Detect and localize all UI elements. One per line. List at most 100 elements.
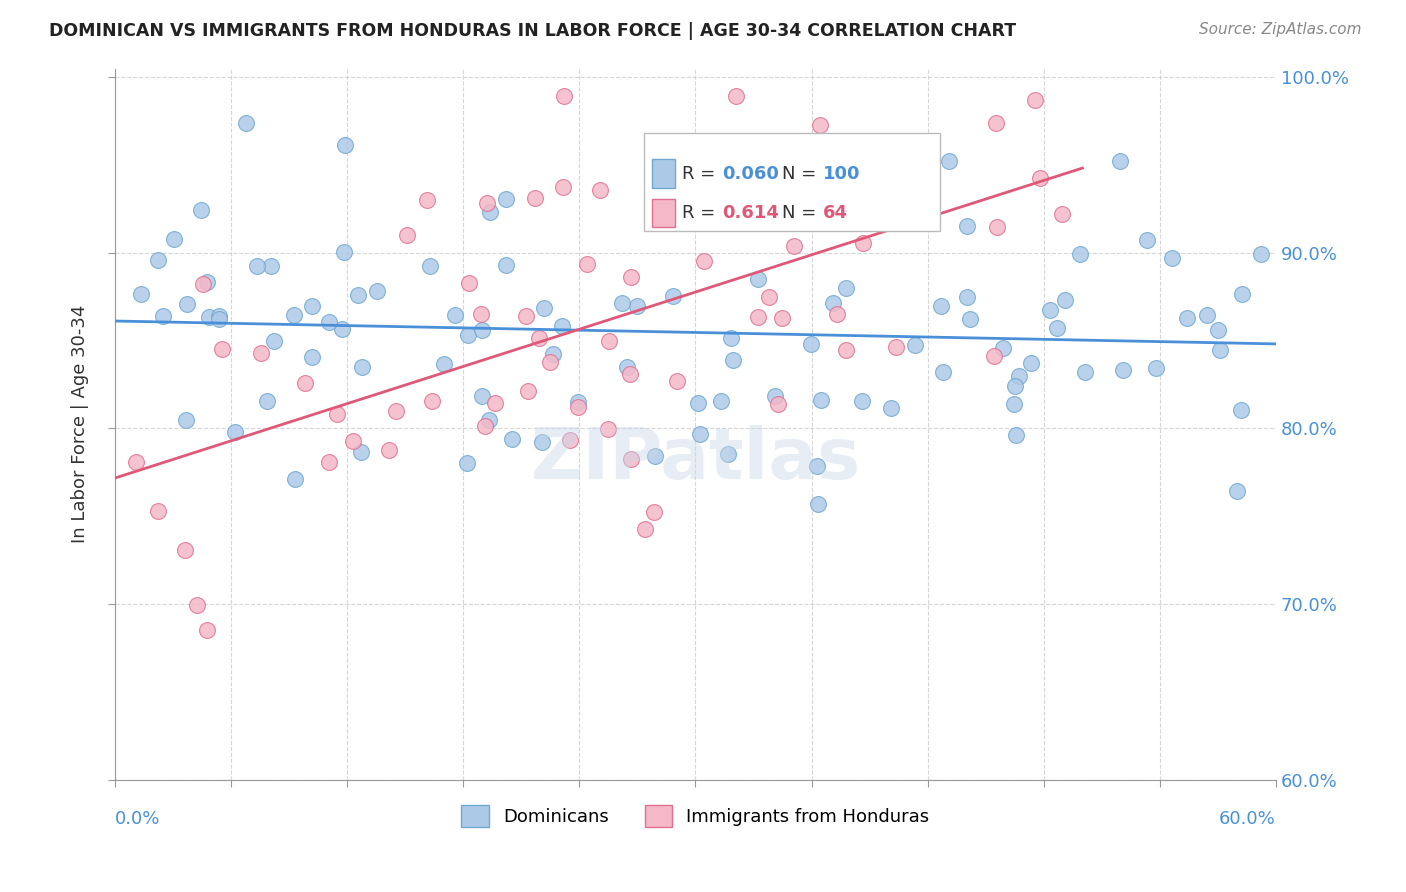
Text: R =: R = [682, 204, 721, 222]
Point [747, 310, 769, 324]
Point [929, 299, 952, 313]
Point [956, 219, 979, 233]
Point [835, 280, 858, 294]
Point [551, 180, 574, 194]
Point [152, 309, 174, 323]
Point [825, 307, 848, 321]
Point [208, 311, 231, 326]
Point [612, 295, 634, 310]
Point [124, 455, 146, 469]
Point [211, 342, 233, 356]
Point [886, 340, 908, 354]
Point [955, 290, 977, 304]
Point [808, 118, 831, 132]
Point [1073, 365, 1095, 379]
Point [416, 193, 439, 207]
Point [176, 297, 198, 311]
Point [710, 394, 733, 409]
Point [352, 359, 374, 374]
Point [1019, 356, 1042, 370]
Point [1208, 343, 1230, 357]
Point [474, 419, 496, 434]
Point [366, 285, 388, 299]
Point [1005, 14, 1028, 29]
Point [619, 270, 641, 285]
Point [800, 336, 823, 351]
Point [567, 400, 589, 414]
Point [551, 318, 574, 333]
Point [174, 413, 197, 427]
Point [342, 434, 364, 449]
Point [768, 397, 790, 411]
Point [1112, 363, 1135, 377]
Point [146, 504, 169, 518]
Point [516, 384, 538, 398]
Text: ZIPatlas: ZIPatlas [530, 425, 860, 494]
Point [420, 393, 443, 408]
Point [479, 204, 502, 219]
Point [378, 442, 401, 457]
Point [720, 331, 742, 345]
Point [197, 310, 219, 324]
Point [662, 288, 685, 302]
Point [783, 238, 806, 252]
Point [723, 352, 745, 367]
Point [742, 209, 765, 223]
Point [318, 315, 340, 329]
Point [598, 334, 620, 349]
Point [553, 88, 575, 103]
Point [626, 299, 648, 313]
Point [1039, 302, 1062, 317]
Point [1250, 247, 1272, 261]
Point [541, 347, 564, 361]
Point [1230, 402, 1253, 417]
Point [477, 196, 499, 211]
Point [325, 407, 347, 421]
Point [806, 458, 828, 473]
Point [1069, 247, 1091, 261]
Point [986, 116, 1008, 130]
Point [501, 432, 523, 446]
Point [260, 259, 283, 273]
Point [396, 227, 419, 242]
Point [256, 393, 278, 408]
Point [332, 245, 354, 260]
Point [598, 422, 620, 436]
Text: 64: 64 [823, 204, 848, 222]
Text: Source: ZipAtlas.com: Source: ZipAtlas.com [1198, 22, 1361, 37]
Point [129, 287, 152, 301]
Point [208, 309, 231, 323]
Point [1005, 428, 1028, 442]
Point [558, 433, 581, 447]
Text: N =: N = [782, 204, 823, 222]
Point [770, 310, 793, 325]
Point [644, 449, 666, 463]
Point [495, 192, 517, 206]
Point [495, 259, 517, 273]
Point [330, 321, 353, 335]
Point [616, 359, 638, 374]
Point [763, 389, 786, 403]
Point [810, 393, 832, 408]
Point [821, 296, 844, 310]
Point [235, 116, 257, 130]
Point [350, 445, 373, 459]
Point [523, 191, 546, 205]
Point [986, 219, 1008, 234]
Point [817, 157, 839, 171]
Point [1230, 287, 1253, 301]
Point [1206, 323, 1229, 337]
Point [938, 154, 960, 169]
Point [851, 393, 873, 408]
Point [457, 327, 479, 342]
Point [567, 395, 589, 409]
Point [246, 259, 269, 273]
Point [862, 176, 884, 190]
Point [1004, 397, 1026, 411]
Point [190, 202, 212, 217]
Text: N =: N = [782, 165, 823, 183]
Point [530, 434, 553, 449]
Point [1008, 369, 1031, 384]
Text: DOMINICAN VS IMMIGRANTS FROM HONDURAS IN LABOR FORCE | AGE 30-34 CORRELATION CHA: DOMINICAN VS IMMIGRANTS FROM HONDURAS IN… [49, 22, 1017, 40]
Point [335, 138, 357, 153]
